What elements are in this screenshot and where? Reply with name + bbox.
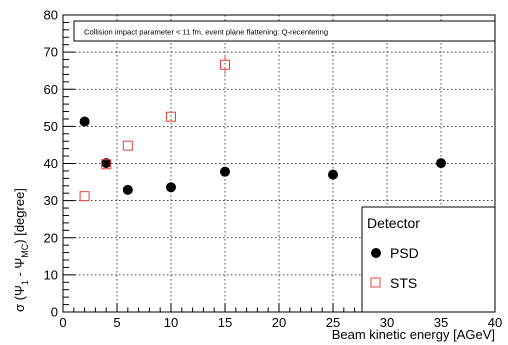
y-label-sub2: MC — [20, 243, 30, 257]
y-label-suffix: ) [degree] — [12, 188, 27, 244]
psd-point — [101, 158, 112, 169]
y-axis-label: σ (Ψ1 - ΨMC) [degree] — [12, 188, 30, 312]
x-tick-label: 40 — [488, 315, 502, 330]
legend-frame — [361, 206, 496, 313]
legend-sts-label: STS — [390, 275, 417, 291]
x-tick-label: 10 — [164, 315, 178, 330]
psd-point — [328, 169, 338, 180]
sts-point — [79, 191, 90, 202]
psd-point — [122, 184, 133, 195]
y-label-prefix: σ (Ψ — [12, 285, 27, 312]
x-tick-label: 20 — [272, 315, 286, 330]
legend-psd-marker — [371, 248, 381, 258]
legend-psd-label: PSD — [390, 245, 419, 261]
y-tick-label: 30 — [44, 193, 58, 208]
x-tick-label: 0 — [59, 315, 66, 330]
x-tick-label: 5 — [113, 315, 120, 330]
annotation-frame — [73, 20, 496, 42]
legend-title: Detector — [367, 215, 420, 231]
y-tick-label: 70 — [44, 45, 58, 60]
legend: Detector PSD STS — [361, 206, 496, 313]
x-tick-label: 25 — [326, 315, 340, 330]
y-label-middle: - Ψ — [12, 258, 27, 280]
psd-point — [220, 166, 230, 177]
x-tick-label: 15 — [218, 315, 232, 330]
sts-point — [101, 159, 112, 170]
legend-sts-marker — [370, 277, 381, 288]
tick-labels: 0 5 10 15 20 25 30 35 40 0 10 20 30 40 50 60 70 80 — [44, 8, 503, 331]
sts-point — [166, 111, 176, 122]
sts-point — [220, 59, 230, 70]
axis-ticks — [62, 14, 496, 313]
y-tick-label: 50 — [44, 119, 58, 134]
psd-point — [436, 158, 446, 169]
y-tick-label: 60 — [44, 82, 58, 97]
y-tick-label: 80 — [44, 8, 58, 23]
annotation-text: Collision impact parameter < 11 fm, even… — [84, 28, 328, 37]
sts-point — [122, 140, 133, 151]
x-axis-label: Beam kinetic energy [AGeV] — [332, 327, 495, 342]
y-label-sub1: 1 — [20, 280, 30, 285]
x-tick-label: 35 — [434, 315, 448, 330]
x-tick-label: 30 — [380, 315, 394, 330]
annotation-box: Collision impact parameter < 11 fm, even… — [73, 20, 496, 42]
psd-point — [166, 182, 176, 193]
psd-point — [79, 116, 90, 127]
y-tick-label: 10 — [44, 267, 58, 282]
y-tick-label: 0 — [51, 305, 58, 320]
data-markers — [79, 55, 446, 202]
y-tick-label: 20 — [44, 230, 58, 245]
y-tick-label: 40 — [44, 156, 58, 171]
